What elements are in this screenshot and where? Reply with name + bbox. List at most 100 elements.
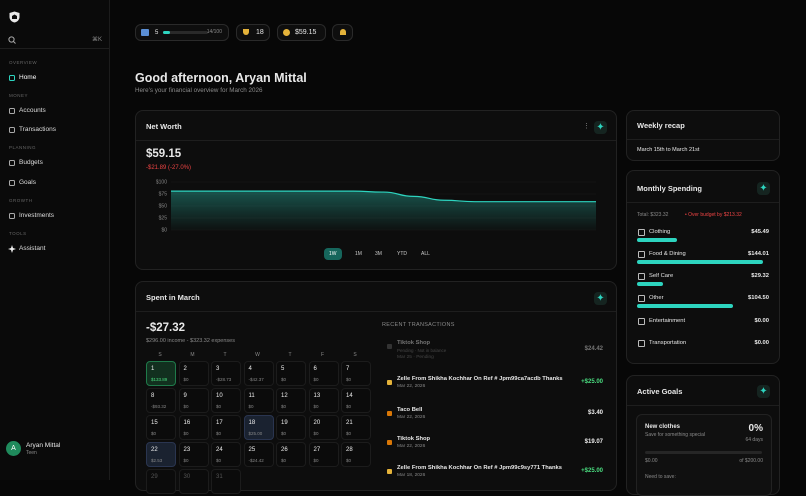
goal-card[interactable]: New clothes Save for something special 0… — [636, 414, 772, 496]
day-amount: $0 — [346, 404, 352, 409]
day-cell[interactable]: 13 $0 — [308, 388, 339, 413]
day-cell[interactable]: 27 $0 — [308, 442, 339, 467]
category-name[interactable]: Transportation — [649, 340, 687, 346]
transaction[interactable]: Tiktok Shop Mar 22, 2026 $19.07 — [397, 436, 603, 460]
day-number: 4 — [248, 366, 252, 372]
ai-button[interactable]: ✦ — [757, 385, 770, 398]
nav-item[interactable]: Accounts — [19, 107, 46, 114]
tx-name: Zelle From Shikha Kochhar On Ref # Jpm99… — [397, 376, 563, 382]
nav-item[interactable]: Investments — [19, 212, 55, 219]
category-name[interactable]: Food & Dining — [649, 251, 686, 257]
menu[interactable]: ⋮ — [583, 123, 590, 130]
day-number: 18 — [248, 420, 256, 426]
sparkle-icon — [8, 245, 16, 253]
spending-total: Total: $323.32 — [637, 212, 669, 218]
day-number: 20 — [313, 420, 321, 426]
day-cell[interactable]: 12 $0 — [276, 388, 306, 413]
day-cell[interactable]: 16 $0 — [178, 415, 209, 440]
day-amount: $0 — [183, 431, 189, 436]
day-cell[interactable]: 3 -$28.73 — [211, 361, 241, 386]
day-cell[interactable]: 24 $0 — [211, 442, 241, 467]
day-cell[interactable]: 20 $0 — [308, 415, 339, 440]
trophy-pill[interactable]: 18 — [236, 24, 270, 41]
day-cell[interactable]: 23 $0 — [178, 442, 209, 467]
day-cell[interactable]: 25 -$24.42 — [243, 442, 274, 467]
day-amount: $25.00 — [248, 431, 263, 436]
coin-pill[interactable]: $59.15 — [277, 24, 326, 41]
weekly-recap-card[interactable]: Weekly recap March 15th to March 21st — [626, 110, 780, 161]
notifications[interactable] — [332, 24, 353, 41]
day-cell[interactable]: 22 $2.53 — [146, 442, 176, 467]
weekday: S — [353, 352, 357, 358]
day-number: 5 — [281, 366, 285, 372]
day-cell[interactable]: 30 — [178, 469, 209, 494]
goal-target: of $200.00 — [739, 458, 763, 464]
ai-button[interactable]: ✦ — [594, 292, 607, 305]
level-pill[interactable]: 5 14/100 — [135, 24, 229, 41]
day-number: 9 — [183, 393, 187, 399]
nav-item[interactable]: Assistant — [19, 245, 46, 252]
category-name[interactable]: Entertainment — [649, 318, 686, 324]
transaction[interactable]: Zelle From Shikha Kochhar On Ref # Jpm99… — [397, 376, 603, 400]
day-number: 2 — [183, 366, 187, 372]
category-amount: $45.49 — [751, 229, 769, 235]
nav-item[interactable]: Budgets — [19, 159, 43, 166]
day-cell[interactable]: 6 $0 — [308, 361, 339, 386]
range-button[interactable]: YTD — [397, 251, 407, 257]
transaction[interactable]: Zelle From Shikha Kochhar On Ref # Jpm99… — [397, 465, 603, 489]
day-cell[interactable]: 4 -$42.37 — [243, 361, 274, 386]
day-cell[interactable]: 7 $0 — [341, 361, 371, 386]
category-name[interactable]: Clothing — [649, 229, 671, 235]
nav-item[interactable]: Goals — [19, 179, 36, 186]
goal-saved: $0.00 — [645, 458, 658, 464]
category-icon — [638, 229, 645, 236]
card-title[interactable]: Spent in March — [146, 293, 200, 302]
range-button[interactable]: 1M — [355, 251, 362, 257]
category-amount: $0.00 — [754, 340, 769, 346]
day-cell[interactable]: 15 $0 — [146, 415, 176, 440]
day-cell[interactable]: 26 $0 — [276, 442, 306, 467]
card-title[interactable]: Monthly Spending — [637, 184, 702, 193]
category-name[interactable]: Self Care — [649, 273, 674, 279]
day-cell[interactable]: 2 $0 — [178, 361, 209, 386]
day-cell[interactable]: 11 $0 — [243, 388, 274, 413]
day-amount: $0 — [313, 404, 319, 409]
range-button[interactable]: ALL — [421, 251, 430, 257]
category-name[interactable]: Other — [649, 295, 664, 301]
range-button[interactable]: 3M — [375, 251, 382, 257]
tx-name: Taco Bell — [397, 407, 423, 413]
ai-button[interactable]: ✦ — [594, 121, 607, 134]
day-number: 1 — [151, 366, 155, 372]
day-number: 19 — [281, 420, 288, 426]
card-title[interactable]: Net Worth — [146, 122, 182, 131]
nav-item[interactable]: Transactions — [19, 126, 56, 133]
card-title[interactable]: Active Goals — [637, 387, 683, 396]
day-cell[interactable]: 31 — [211, 469, 241, 494]
card-title[interactable]: Weekly recap — [637, 121, 685, 130]
weekday: T — [223, 352, 227, 358]
day-cell[interactable]: 1 $133.89 — [146, 361, 176, 386]
day-amount: $0 — [216, 404, 222, 409]
range-button[interactable]: 1W — [324, 248, 342, 260]
recap-range: March 15th to March 21st — [637, 147, 700, 153]
search-icon[interactable] — [8, 36, 16, 44]
transaction[interactable]: Tiktok Shop Pending · Not in balance Mar 2… — [397, 340, 603, 364]
day-cell[interactable]: 10 $0 — [211, 388, 241, 413]
day-cell[interactable]: 14 $0 — [341, 388, 371, 413]
day-cell[interactable]: 19 $0 — [276, 415, 306, 440]
day-cell[interactable]: 17 $0 — [211, 415, 241, 440]
day-cell[interactable]: 21 $0 — [341, 415, 371, 440]
day-cell[interactable]: 18 $25.00 — [243, 415, 274, 440]
day-number: 3 — [216, 366, 220, 372]
day-cell[interactable]: 9 $0 — [178, 388, 209, 413]
day-cell[interactable]: 29 — [146, 469, 176, 494]
ai-button[interactable]: ✦ — [757, 182, 770, 195]
day-cell[interactable]: 8 -$93.32 — [146, 388, 176, 413]
avatar[interactable]: A — [6, 441, 21, 456]
day-cell[interactable]: 28 $0 — [341, 442, 371, 467]
day-cell[interactable]: 5 $0 — [276, 361, 306, 386]
weekday: T — [288, 352, 292, 358]
goal-percent: 0% — [748, 423, 763, 434]
transaction[interactable]: Taco Bell Mar 22, 2026 $3.40 — [397, 407, 603, 431]
nav-item[interactable]: Home — [19, 74, 37, 81]
